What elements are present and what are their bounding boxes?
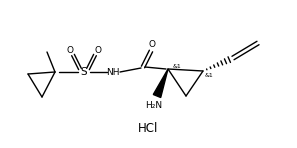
Text: O: O [67,45,73,54]
Text: NH: NH [106,67,120,77]
Text: H₂N: H₂N [146,100,162,110]
Text: &1: &1 [205,73,214,78]
Text: O: O [94,45,102,54]
Text: O: O [148,40,156,49]
Polygon shape [153,69,168,98]
Text: HCl: HCl [138,122,158,135]
Text: S: S [81,67,87,77]
Text: &1: &1 [173,63,182,69]
